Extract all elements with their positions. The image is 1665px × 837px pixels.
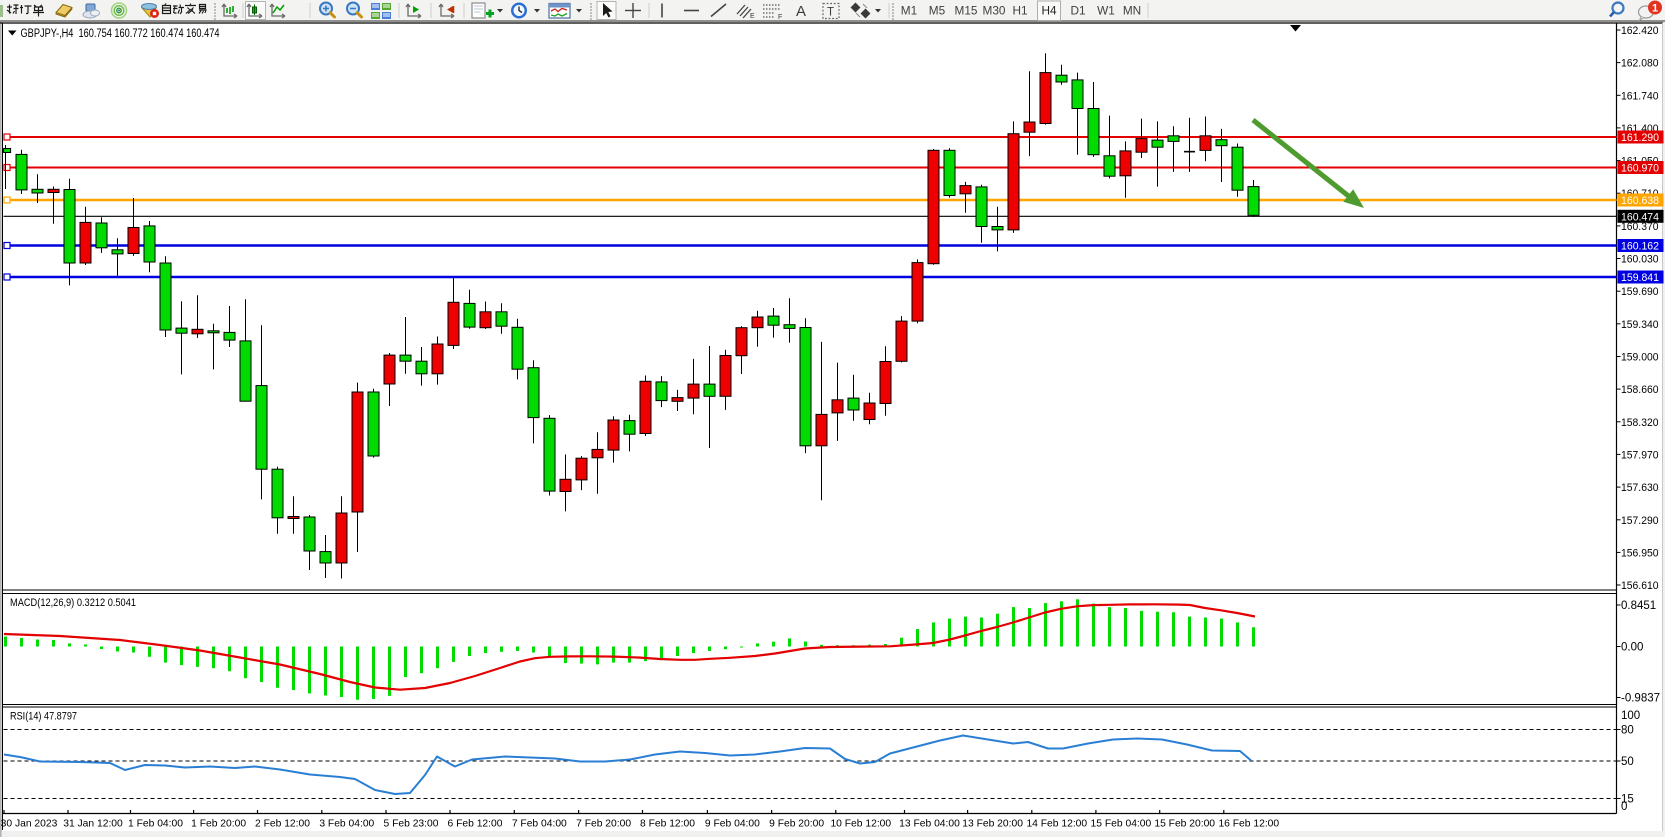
svg-text:160.638: 160.638 [1621,195,1659,207]
svg-text:160.970: 160.970 [1621,163,1659,175]
svg-text:162.080: 162.080 [1621,58,1659,70]
svg-text:5 Feb 23:00: 5 Feb 23:00 [384,819,439,830]
svg-text:M15: M15 [955,4,978,18]
svg-text:T: T [827,7,834,19]
svg-text:1: 1 [1652,3,1658,15]
svg-text:-0.9837: -0.9837 [1621,693,1660,705]
svg-text:80: 80 [1621,725,1634,737]
svg-text:H1: H1 [1012,4,1027,18]
svg-text:15: 15 [1621,794,1634,806]
svg-text:161.740: 161.740 [1621,90,1659,102]
svg-text:159.690: 159.690 [1621,286,1659,298]
svg-text:M1: M1 [901,4,917,18]
svg-text:A: A [796,3,806,20]
svg-text:3 Feb 04:00: 3 Feb 04:00 [319,819,374,830]
svg-text:9 Feb 20:00: 9 Feb 20:00 [769,819,824,830]
svg-text:RSI(14) 47.8797: RSI(14) 47.8797 [10,711,77,723]
svg-text:160.474: 160.474 [1621,211,1659,223]
svg-text:162.420: 162.420 [1621,25,1659,37]
svg-text:30 Jan 2023: 30 Jan 2023 [1,819,58,830]
svg-text:7 Feb 20:00: 7 Feb 20:00 [576,819,631,830]
svg-text:31 Jan 12:00: 31 Jan 12:00 [63,819,123,830]
svg-text:13 Feb 04:00: 13 Feb 04:00 [899,819,960,830]
svg-text:M5: M5 [929,4,946,18]
svg-text:6 Feb 12:00: 6 Feb 12:00 [448,819,503,830]
svg-text:15 Feb 20:00: 15 Feb 20:00 [1154,819,1215,830]
svg-text:M30: M30 [983,4,1006,18]
svg-text:156.610: 156.610 [1621,580,1659,592]
svg-text:F: F [778,14,782,21]
svg-text:157.290: 157.290 [1621,515,1659,527]
svg-text:158.660: 158.660 [1621,384,1659,396]
svg-text:E: E [750,13,755,20]
svg-text:160.162: 160.162 [1621,241,1659,253]
svg-text:10 Feb 12:00: 10 Feb 12:00 [830,819,891,830]
svg-text:1 Feb 04:00: 1 Feb 04:00 [128,819,183,830]
svg-text:160.370: 160.370 [1621,221,1659,233]
svg-text:W1: W1 [1097,4,1115,18]
svg-text:159.340: 159.340 [1621,319,1659,331]
svg-text:13 Feb 20:00: 13 Feb 20:00 [962,819,1023,830]
svg-text:D1: D1 [1070,4,1085,18]
svg-text:MACD(12,26,9) 0.3212 0.5041: MACD(12,26,9) 0.3212 0.5041 [10,597,136,609]
svg-text:161.290: 161.290 [1621,132,1659,144]
svg-text:8 Feb 12:00: 8 Feb 12:00 [640,819,695,830]
svg-text:157.970: 157.970 [1621,449,1659,461]
svg-text:16 Feb 12:00: 16 Feb 12:00 [1218,819,1279,830]
svg-text:15 Feb 04:00: 15 Feb 04:00 [1091,819,1152,830]
svg-text:7 Feb 04:00: 7 Feb 04:00 [512,819,567,830]
svg-text:100: 100 [1621,710,1640,722]
svg-text:2 Feb 12:00: 2 Feb 12:00 [255,819,310,830]
svg-text:50: 50 [1621,756,1634,768]
svg-text:1 Feb 20:00: 1 Feb 20:00 [191,819,246,830]
svg-text:0.8451: 0.8451 [1621,600,1656,612]
svg-text:158.320: 158.320 [1621,417,1659,429]
svg-text:H4: H4 [1041,4,1057,18]
svg-text:0.00: 0.00 [1621,642,1643,654]
svg-text:0: 0 [1621,801,1627,813]
svg-text:159.000: 159.000 [1621,352,1659,364]
svg-text:9 Feb 04:00: 9 Feb 04:00 [705,819,760,830]
svg-text:160.030: 160.030 [1621,254,1659,266]
svg-text:156.950: 156.950 [1621,547,1659,559]
svg-text:159.841: 159.841 [1621,272,1659,284]
svg-text:GBPJPY-,H4 160.754 160.772 16: GBPJPY-,H4 160.754 160.772 160.474 160.4… [21,28,220,40]
svg-text:157.630: 157.630 [1621,482,1659,494]
svg-text:14 Feb 12:00: 14 Feb 12:00 [1026,819,1087,830]
svg-text:MN: MN [1123,4,1141,18]
